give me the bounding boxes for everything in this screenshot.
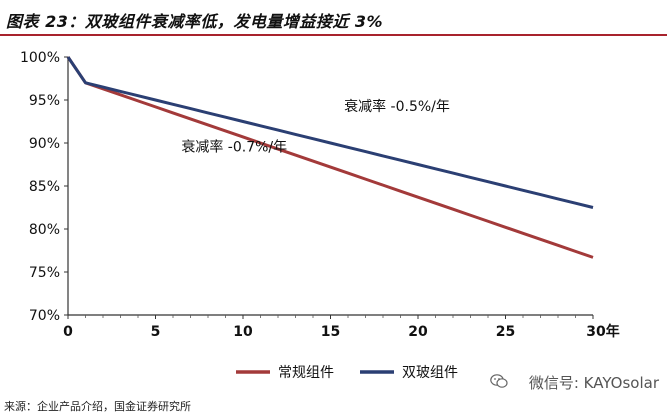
x-tick-label: 25 <box>496 324 515 340</box>
series-line-conventional <box>66 56 594 259</box>
chart-axes: 100% 95% 90% 85% 80% 75% 70%0 5 10 15 20 25 30年 <box>20 50 620 340</box>
y-tick-label: 95% <box>29 93 60 109</box>
y-tick-label: 70% <box>29 308 60 324</box>
y-tick-label: 80% <box>29 222 60 238</box>
source-note: 来源：企业产品介绍，国金证券研究所 <box>4 400 191 413</box>
chart-legend: 常规组件 双玻组件 <box>236 365 458 381</box>
y-tick-label: 75% <box>29 265 60 281</box>
x-axis-end-label: 30年 <box>586 323 619 340</box>
series-line-bifacial <box>66 56 594 209</box>
legend-label: 双玻组件 <box>402 365 458 381</box>
y-tick-label: 90% <box>29 136 60 152</box>
x-tick-label: 10 <box>233 324 253 340</box>
x-tick-label: 0 <box>63 324 73 340</box>
title-divider <box>0 34 667 36</box>
chart-series-lines <box>66 56 594 259</box>
annotation-label: 衰减率 -0.7%/年 <box>181 139 287 156</box>
y-tick-label: 100% <box>20 50 60 66</box>
x-tick-label: 20 <box>408 324 428 340</box>
watermark-text: 微信号: KAYOsolar <box>528 374 659 392</box>
x-tick-label: 5 <box>151 324 161 340</box>
wechat-icon <box>490 374 508 388</box>
x-tick-label: 15 <box>321 324 340 340</box>
figure-title: 图表 23：双玻组件衰减率低，发电量增益接近 3% <box>6 12 384 31</box>
y-tick-label: 85% <box>29 179 60 195</box>
legend-label: 常规组件 <box>278 365 334 381</box>
annotation-label: 衰减率 -0.5%/年 <box>344 98 450 115</box>
line-chart: 100% 95% 90% 85% 80% 75% 70%0 5 10 15 20 25 30年 衰减率 … <box>20 50 620 381</box>
